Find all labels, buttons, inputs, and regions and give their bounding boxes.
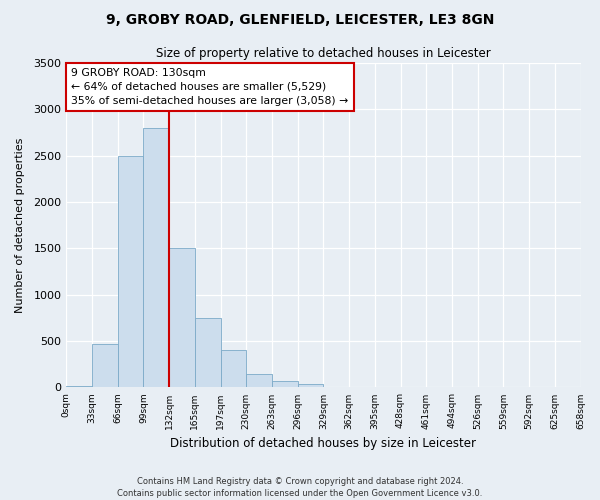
Bar (67, 386, 92, 388)
Bar (195, 318, 221, 388)
Bar (298, 384, 323, 388)
Bar (246, 374, 272, 388)
Bar (272, 381, 298, 388)
Title: Size of property relative to detached houses in Leicester: Size of property relative to detached ho… (156, 48, 491, 60)
Bar (92, 344, 118, 388)
Y-axis label: Number of detached properties: Number of detached properties (15, 138, 25, 313)
Bar (169, 248, 195, 388)
X-axis label: Distribution of detached houses by size in Leicester: Distribution of detached houses by size … (170, 437, 476, 450)
Text: Contains HM Land Registry data © Crown copyright and database right 2024.
Contai: Contains HM Land Registry data © Crown c… (118, 476, 482, 498)
Text: 9, GROBY ROAD, GLENFIELD, LEICESTER, LE3 8GN: 9, GROBY ROAD, GLENFIELD, LEICESTER, LE3… (106, 12, 494, 26)
Bar (118, 156, 143, 388)
Bar (143, 128, 169, 388)
Bar (221, 350, 246, 388)
Text: 9 GROBY ROAD: 130sqm
← 64% of detached houses are smaller (5,529)
35% of semi-de: 9 GROBY ROAD: 130sqm ← 64% of detached h… (71, 68, 349, 106)
